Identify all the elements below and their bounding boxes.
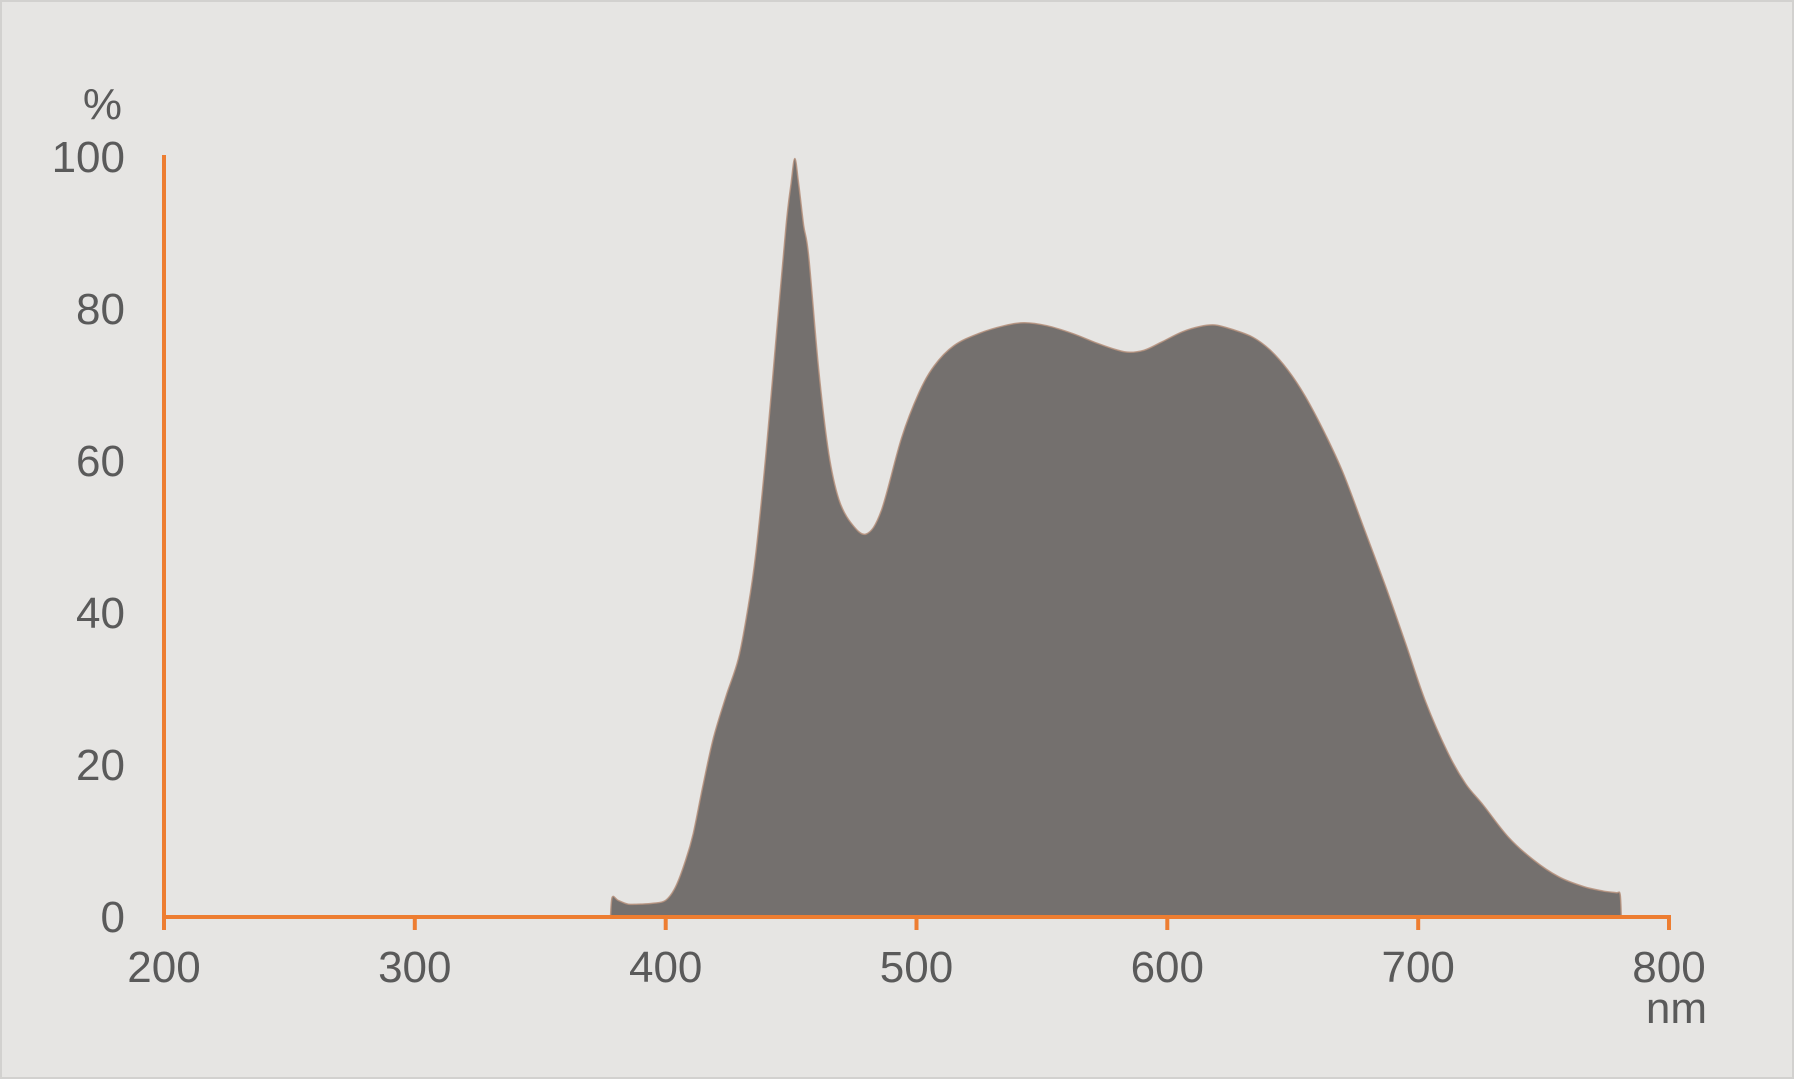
y-tick-label: 80 bbox=[76, 285, 125, 334]
x-axis-tick-labels: 200 300 400 500 600 700 800 bbox=[127, 943, 1705, 992]
x-tick-label: 300 bbox=[378, 943, 451, 992]
x-tick-label: 400 bbox=[629, 943, 702, 992]
y-tick-label: 100 bbox=[52, 133, 125, 182]
x-tick-label: 700 bbox=[1381, 943, 1454, 992]
y-tick-label: 20 bbox=[76, 741, 125, 790]
x-tick-label: 800 bbox=[1632, 943, 1705, 992]
x-axis-unit-label: nm bbox=[1646, 984, 1707, 1033]
y-axis-tick-labels: 0 20 40 60 80 100 bbox=[52, 133, 125, 942]
y-tick-label: 40 bbox=[76, 589, 125, 638]
y-axis-unit-label: % bbox=[83, 80, 122, 129]
x-tick-label: 600 bbox=[1131, 943, 1204, 992]
y-tick-label: 60 bbox=[76, 437, 125, 486]
x-tick-label: 200 bbox=[127, 943, 200, 992]
spectrum-area bbox=[609, 157, 1623, 918]
y-tick-label: 0 bbox=[101, 893, 125, 942]
x-axis-ticks bbox=[162, 917, 1671, 930]
x-tick-label: 500 bbox=[880, 943, 953, 992]
